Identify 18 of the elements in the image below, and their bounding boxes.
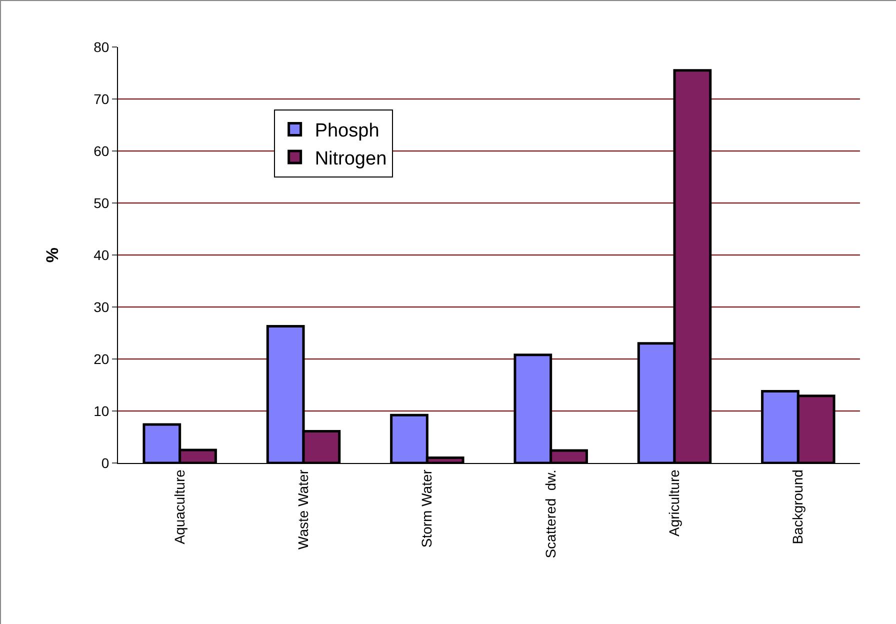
y-tick-label: 60	[94, 142, 110, 159]
y-tick-label: 10	[94, 402, 110, 419]
y-tick-label: 70	[94, 90, 110, 107]
x-tick-label: Scattered dw.	[542, 470, 558, 558]
y-tick-label: 0	[101, 454, 110, 471]
x-tick-label: Aquaculture	[171, 469, 188, 544]
x-tick-label: Agriculture	[666, 469, 682, 537]
y-tick-label: 50	[94, 194, 110, 211]
legend-label: Phosph	[314, 120, 380, 142]
x-tick-label: Background	[790, 470, 806, 544]
x-tick-label: Storm Water	[418, 469, 435, 548]
y-axis-title: %	[43, 247, 62, 263]
y-tick-label: 80	[94, 38, 110, 55]
legend-label: Nitrogen	[314, 148, 387, 170]
y-tick-label: 30	[94, 298, 110, 315]
x-tick-label: Waste Water	[295, 469, 312, 550]
y-tick-label: 40	[94, 246, 110, 263]
y-tick-label: 20	[94, 350, 110, 367]
